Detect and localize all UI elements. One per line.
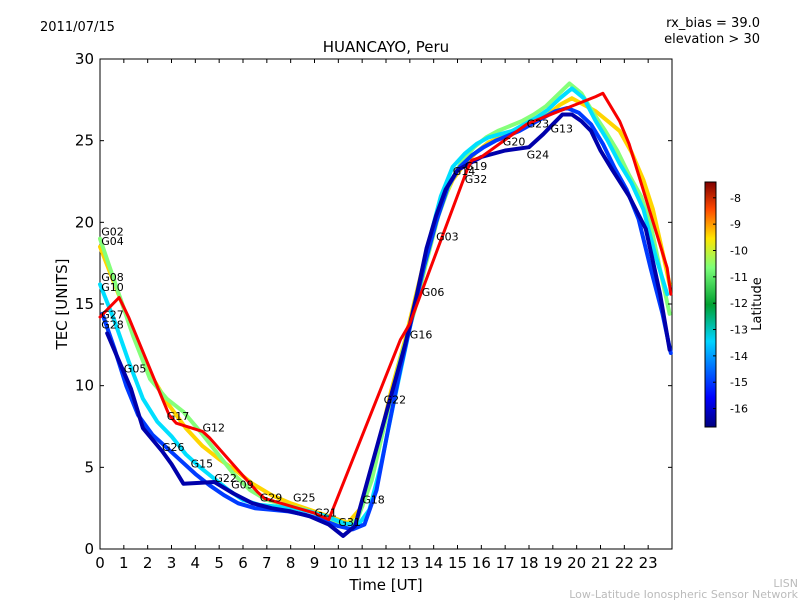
credit-lisn: LISN [773,577,798,590]
satellite-label-layer: G02G04G08G10G27G28G05G17G12G26G15G22G09G… [101,118,573,529]
x-tick-label-22: 22 [615,554,634,572]
sat-label-g13-28: G13 [551,123,574,136]
sat-label-g08-2: G08 [101,271,124,284]
sat-label-g04-1: G04 [101,235,124,248]
x-tick-label-23: 23 [639,554,658,572]
x-tick-label-13: 13 [400,554,419,572]
data-layer [98,81,673,538]
x-tick-label-7: 7 [262,554,272,572]
x-tick-label-1: 1 [119,554,129,572]
colorbar-tick-label--10: -10 [730,244,748,257]
sat-label-g24-26: G24 [527,149,550,162]
credit-network: Low-Latitude Ionospheric Sensor Network [569,588,798,600]
colorbar-tick-label--12: -12 [730,297,748,310]
x-tick-label-9: 9 [310,554,320,572]
colorbar-tick-label--9: -9 [730,218,741,231]
x-tick-label-8: 8 [286,554,296,572]
sat-label-g14-22: G14 [453,165,476,178]
x-tick-label-3: 3 [167,554,177,572]
sat-label-g05-6: G05 [124,363,147,376]
x-tick-label-19: 19 [543,554,562,572]
sat-label-g22-11: G22 [214,472,237,485]
sat-label-g03-21: G03 [436,230,459,243]
x-tick-label-20: 20 [567,554,586,572]
sat-label-g26-9: G26 [162,441,185,454]
x-tick-label-10: 10 [329,554,348,572]
colorbar-tick-label--14: -14 [730,350,748,363]
y-axis-label: TEC [UNITS] [53,259,71,351]
sat-label-g06-20: G06 [422,286,445,299]
sat-label-g27-4: G27 [101,309,124,322]
y-tick-label-30: 30 [75,50,94,68]
x-tick-label-14: 14 [424,554,443,572]
chart-title: HUANCAYO, Peru [323,38,449,56]
sat-label-g09-12: G09 [231,479,254,492]
x-tick-label-5: 5 [214,554,224,572]
colorbar-tick-label--11: -11 [730,271,748,284]
y-tick-label-20: 20 [75,213,94,231]
plot-area [99,58,673,550]
sat-label-g22-18: G22 [384,394,407,407]
sat-label-g29-13: G29 [260,492,283,505]
x-tick-label-16: 16 [472,554,491,572]
date-label: 2011/07/15 [40,20,115,35]
sat-label-g17-7: G17 [167,410,190,423]
y-tick-label-10: 10 [75,377,94,395]
sat-label-g21-15: G21 [315,506,338,519]
sat-label-g10-3: G10 [101,281,124,294]
x-tick-label-0: 0 [95,554,105,572]
tec-trace-5 [105,112,672,538]
sat-label-g02-0: G02 [101,225,124,238]
colorbar-tick-label--13: -13 [730,324,748,337]
colorbar-ticks: -8 -9 -10 -11 -12 -13 -14 -15 -16 [713,192,748,416]
x-tick-label-12: 12 [376,554,395,572]
y-tick-label-25: 25 [75,132,94,150]
sat-label-g28-5: G28 [101,319,124,332]
sat-label-g15-10: G15 [191,457,214,470]
elevation-label: elevation > 30 [664,32,760,47]
tec-trace-6 [98,91,673,522]
x-tick-label-6: 6 [238,554,248,572]
sat-label-g31-16: G31 [338,516,361,529]
colorbar-tick-label--8: -8 [730,192,741,205]
axis-ticks: 0 1 2 3 4 5 6 7 8 9 10 11 12 13 14 15 16 17 18 19 20 21 22 2305… [75,50,672,572]
sat-label-g19-23: G19 [465,160,488,173]
x-tick-label-4: 4 [191,554,201,572]
x-tick-label-11: 11 [353,554,372,572]
sat-label-g23-27: G23 [527,118,550,131]
sat-label-g20-25: G20 [503,136,526,149]
colorbar-label: Latitude [750,277,765,331]
x-tick-label-15: 15 [448,554,467,572]
sat-label-g16-19: G16 [410,328,433,341]
sat-label-g25-14: G25 [293,492,316,505]
sat-label-g32-24: G32 [465,173,488,186]
x-tick-label-21: 21 [591,554,610,572]
y-tick-label-5: 5 [84,458,94,476]
sat-label-g18-17: G18 [362,493,385,506]
colorbar-tick-label--15: -15 [730,376,748,389]
x-tick-label-17: 17 [496,554,515,572]
x-axis-label: Time [UT] [348,576,422,594]
sat-label-g12-8: G12 [203,421,226,434]
colorbar [704,181,717,428]
colorbar-tick-label--16: -16 [730,403,748,416]
y-tick-label-0: 0 [84,540,94,558]
x-tick-label-2: 2 [143,554,153,572]
x-tick-label-18: 18 [519,554,538,572]
y-tick-label-15: 15 [75,295,94,313]
rx-bias-label: rx_bias = 39.0 [666,16,760,31]
